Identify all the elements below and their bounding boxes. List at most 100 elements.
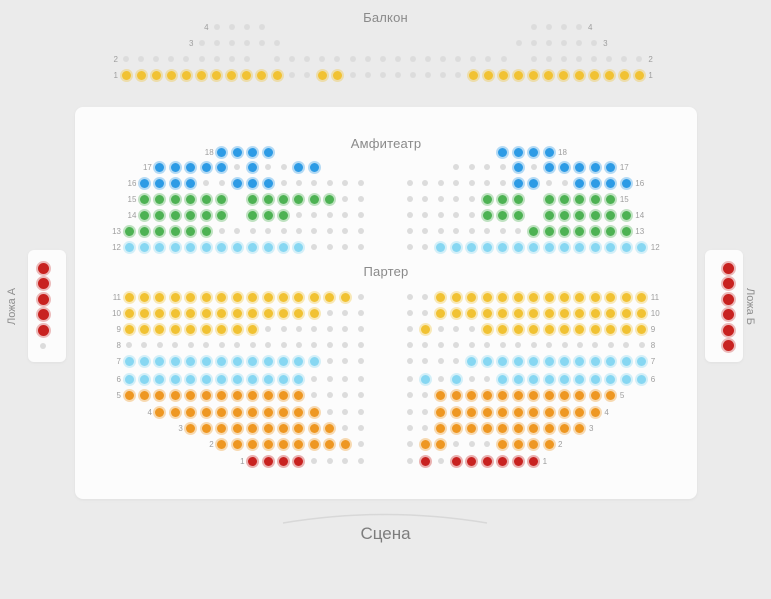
seat-available[interactable] <box>513 423 523 433</box>
seat-available[interactable] <box>544 439 554 449</box>
seat-available[interactable] <box>186 423 196 433</box>
seat-available[interactable] <box>590 356 600 366</box>
seat-available[interactable] <box>248 456 258 466</box>
seat-available[interactable] <box>529 147 539 157</box>
seat-available[interactable] <box>621 356 631 366</box>
seat-available[interactable] <box>332 70 342 80</box>
seat-available[interactable] <box>467 308 477 318</box>
seat-available[interactable] <box>294 456 304 466</box>
seat-available[interactable] <box>201 194 211 204</box>
seat-available[interactable] <box>186 292 196 302</box>
seat-available[interactable] <box>482 194 492 204</box>
seat-available[interactable] <box>263 178 273 188</box>
seat-available[interactable] <box>186 308 196 318</box>
seat-available[interactable] <box>420 456 430 466</box>
seat-available[interactable] <box>257 70 267 80</box>
seat-available[interactable] <box>467 356 477 366</box>
seat-available[interactable] <box>544 423 554 433</box>
seat-available[interactable] <box>529 407 539 417</box>
seat-available[interactable] <box>186 407 196 417</box>
seat-available[interactable] <box>201 308 211 318</box>
seat-available[interactable] <box>575 324 585 334</box>
seat-available[interactable] <box>560 356 569 366</box>
seat-available[interactable] <box>309 356 319 366</box>
seat-available[interactable] <box>217 292 227 302</box>
seat-available[interactable] <box>309 162 319 172</box>
seat-available[interactable] <box>309 439 319 449</box>
seat-available[interactable] <box>136 70 146 80</box>
seat-available[interactable] <box>637 356 647 366</box>
seat-available[interactable] <box>217 374 227 384</box>
seat-available[interactable] <box>186 374 196 384</box>
seat-available[interactable] <box>575 308 585 318</box>
seat-available[interactable] <box>294 374 304 384</box>
seat-available[interactable] <box>590 226 600 236</box>
seat-available[interactable] <box>590 162 600 172</box>
seat-available[interactable] <box>248 147 258 157</box>
seat-available[interactable] <box>498 194 508 204</box>
seat-available[interactable] <box>483 70 493 80</box>
seat-available[interactable] <box>575 242 585 252</box>
seat-available[interactable] <box>227 70 237 80</box>
seat-available[interactable] <box>263 147 273 157</box>
seat-available[interactable] <box>139 374 149 384</box>
seat-available[interactable] <box>263 439 273 449</box>
seat-available[interactable] <box>606 162 616 172</box>
seat-available[interactable] <box>621 242 631 252</box>
seat-available[interactable] <box>590 390 600 400</box>
seat-available[interactable] <box>124 242 134 252</box>
seat-available[interactable] <box>279 210 288 220</box>
seat-available[interactable] <box>529 226 539 236</box>
seat-available[interactable] <box>498 292 508 302</box>
seat-available[interactable] <box>590 178 600 188</box>
seat-available[interactable] <box>248 242 258 252</box>
seat-available[interactable] <box>217 242 227 252</box>
seat-available[interactable] <box>294 242 304 252</box>
seat-available[interactable] <box>217 356 227 366</box>
seat-available[interactable] <box>498 147 508 157</box>
seat-available[interactable] <box>217 439 227 449</box>
seat-available[interactable] <box>294 356 304 366</box>
seat-available[interactable] <box>279 390 288 400</box>
seat-available[interactable] <box>37 278 49 289</box>
seat-available[interactable] <box>467 242 477 252</box>
seat-available[interactable] <box>436 242 446 252</box>
seat-available[interactable] <box>170 308 180 318</box>
seat-available[interactable] <box>482 456 492 466</box>
seat-available[interactable] <box>575 178 585 188</box>
seat-available[interactable] <box>529 324 539 334</box>
seat-available[interactable] <box>606 242 616 252</box>
seat-available[interactable] <box>248 162 258 172</box>
seat-available[interactable] <box>325 194 335 204</box>
seat-available[interactable] <box>155 324 165 334</box>
seat-available[interactable] <box>637 324 647 334</box>
seat-available[interactable] <box>272 70 282 80</box>
seat-available[interactable] <box>139 210 149 220</box>
seat-available[interactable] <box>279 308 288 318</box>
seat-available[interactable] <box>604 70 614 80</box>
seat-available[interactable] <box>232 242 242 252</box>
seat-available[interactable] <box>498 390 508 400</box>
seat-available[interactable] <box>575 423 585 433</box>
seat-available[interactable] <box>248 374 258 384</box>
seat-available[interactable] <box>544 147 554 157</box>
seat-available[interactable] <box>212 70 222 80</box>
seat-available[interactable] <box>513 194 523 204</box>
seat-available[interactable] <box>217 423 227 433</box>
seat-available[interactable] <box>513 178 523 188</box>
seat-available[interactable] <box>186 178 196 188</box>
seat-available[interactable] <box>232 423 242 433</box>
seat-available[interactable] <box>544 390 554 400</box>
seat-available[interactable] <box>590 210 600 220</box>
seat-available[interactable] <box>575 162 585 172</box>
seat-available[interactable] <box>201 390 211 400</box>
seat-available[interactable] <box>606 292 616 302</box>
seat-available[interactable] <box>279 194 288 204</box>
seat-available[interactable] <box>181 70 191 80</box>
seat-available[interactable] <box>498 407 508 417</box>
seat-available[interactable] <box>574 70 584 80</box>
seat-available[interactable] <box>621 324 631 334</box>
seat-available[interactable] <box>124 292 134 302</box>
seat-available[interactable] <box>559 70 569 80</box>
seat-available[interactable] <box>124 374 134 384</box>
